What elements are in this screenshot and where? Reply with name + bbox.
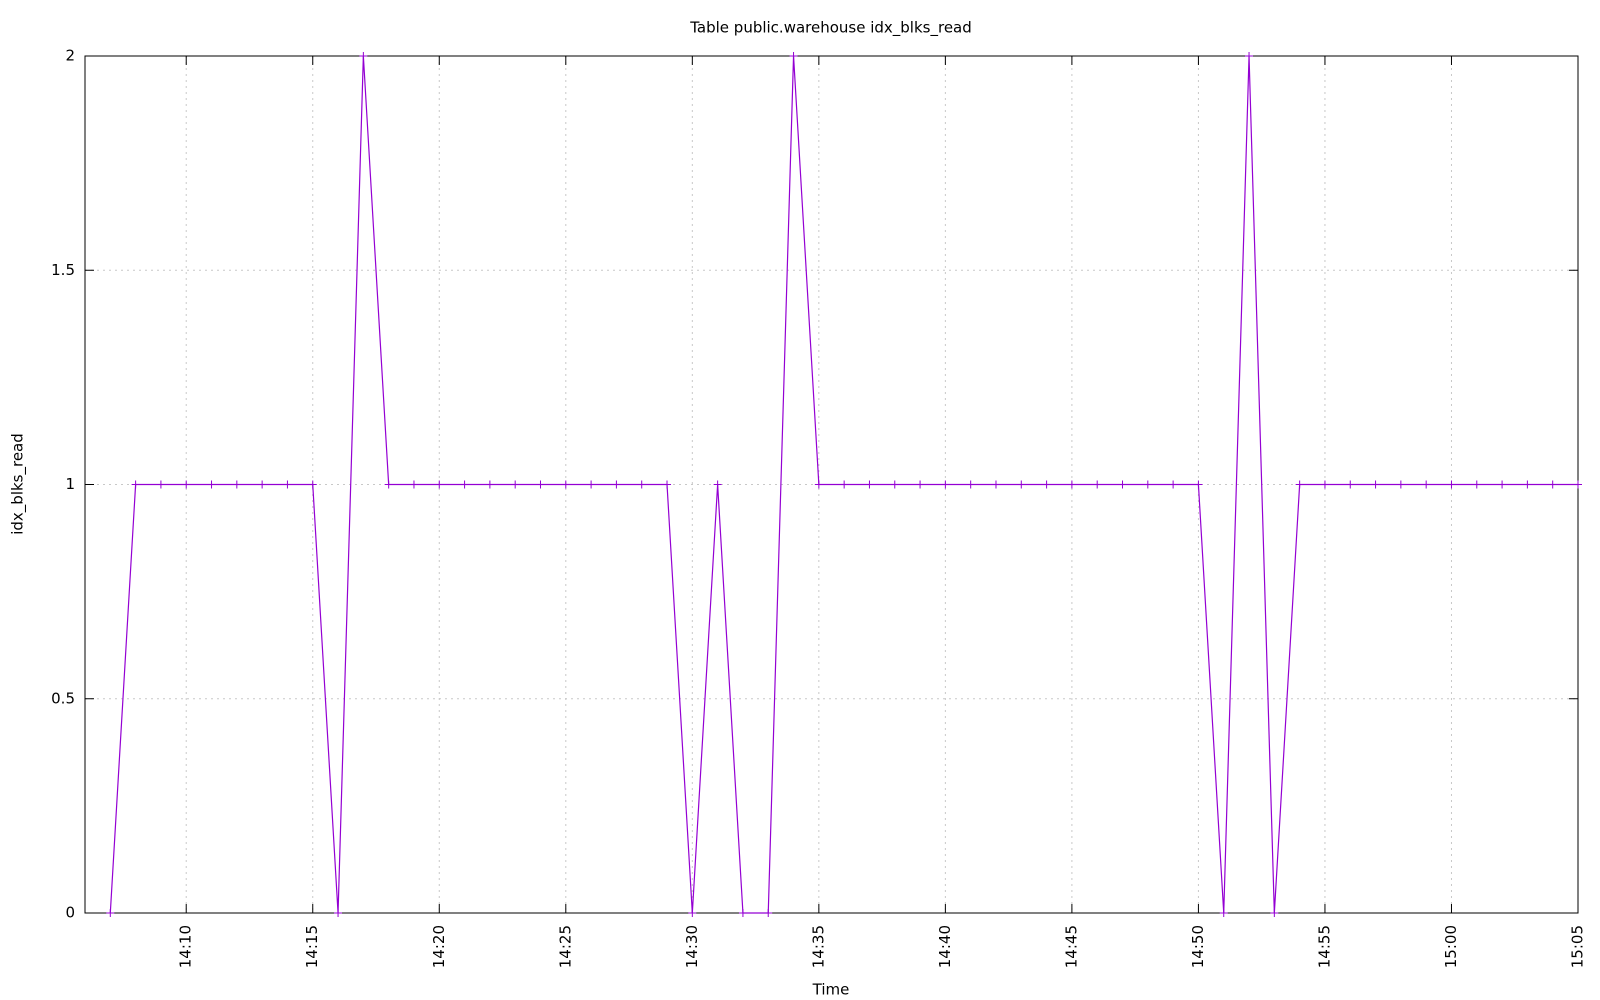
point-marker: [334, 909, 343, 917]
point-marker: [1118, 480, 1127, 489]
point-marker: [1093, 480, 1102, 489]
x-tick-label: 14:15: [303, 925, 321, 968]
point-marker: [1472, 480, 1481, 489]
point-marker: [1042, 480, 1051, 489]
point-marker: [764, 909, 773, 917]
x-tick-label: 14:45: [1062, 925, 1080, 968]
point-marker: [991, 480, 1000, 489]
point-marker: [106, 909, 115, 917]
point-marker: [814, 480, 823, 489]
x-tick-label: 14:10: [177, 925, 195, 968]
point-marker: [308, 480, 317, 489]
point-marker: [916, 480, 925, 489]
y-tick-label: 0: [65, 904, 75, 922]
point-marker: [283, 480, 292, 489]
point-marker: [890, 480, 899, 489]
point-marker: [1523, 480, 1532, 489]
chart-title: Table public.warehouse idx_blks_read: [689, 19, 972, 38]
point-marker: [1498, 480, 1507, 489]
point-marker: [1017, 480, 1026, 489]
point-marker: [460, 480, 469, 489]
x-tick-label: 14:20: [430, 925, 448, 968]
y-tick-label: 0.5: [51, 689, 75, 707]
x-tick-label: 15:05: [1569, 925, 1587, 968]
point-marker: [840, 480, 849, 489]
point-marker: [1574, 480, 1582, 489]
point-marker: [1194, 480, 1203, 489]
point-marker: [688, 909, 697, 917]
point-marker: [1245, 52, 1254, 60]
x-tick-label: 15:00: [1442, 925, 1460, 968]
point-marker: [131, 480, 140, 489]
point-marker: [612, 480, 621, 489]
point-marker: [232, 480, 241, 489]
point-marker: [511, 480, 520, 489]
point-marker: [663, 480, 672, 489]
point-marker: [1169, 480, 1178, 489]
y-tick-label: 1.5: [51, 261, 75, 279]
point-marker: [1295, 480, 1304, 489]
y-axis-label: idx_blks_read: [9, 433, 28, 535]
point-marker: [1548, 480, 1557, 489]
x-tick-label: 14:55: [1315, 925, 1333, 968]
x-tick-label: 14:40: [936, 925, 954, 968]
point-marker: [1067, 480, 1076, 489]
x-tick-label: 14:30: [683, 925, 701, 968]
x-tick-label: 14:25: [556, 925, 574, 968]
x-tick-label: 14:50: [1189, 925, 1207, 968]
y-tick-label: 2: [65, 47, 75, 65]
point-marker: [207, 480, 216, 489]
y-tick-label: 1: [65, 475, 75, 493]
point-marker: [637, 480, 646, 489]
x-tick-label: 14:35: [809, 925, 827, 968]
point-marker: [1371, 480, 1380, 489]
point-marker: [258, 480, 267, 489]
point-marker: [409, 480, 418, 489]
point-marker: [561, 480, 570, 489]
point-marker: [485, 480, 494, 489]
point-marker: [359, 52, 368, 60]
point-marker: [536, 480, 545, 489]
point-marker: [1346, 480, 1355, 489]
point-marker: [587, 480, 596, 489]
point-marker: [1143, 480, 1152, 489]
point-marker: [738, 909, 747, 917]
point-marker: [435, 480, 444, 489]
point-marker: [384, 480, 393, 489]
point-marker: [1320, 480, 1329, 489]
point-marker: [182, 480, 191, 489]
point-marker: [1219, 909, 1228, 917]
point-marker: [1447, 480, 1456, 489]
point-marker: [156, 480, 165, 489]
point-marker: [941, 480, 950, 489]
point-marker: [713, 480, 722, 489]
point-marker: [789, 52, 798, 60]
point-marker: [1422, 480, 1431, 489]
point-marker: [865, 480, 874, 489]
point-marker: [1396, 480, 1405, 489]
point-marker: [966, 480, 975, 489]
x-axis-label: Time: [812, 981, 850, 999]
point-marker: [1270, 909, 1279, 917]
